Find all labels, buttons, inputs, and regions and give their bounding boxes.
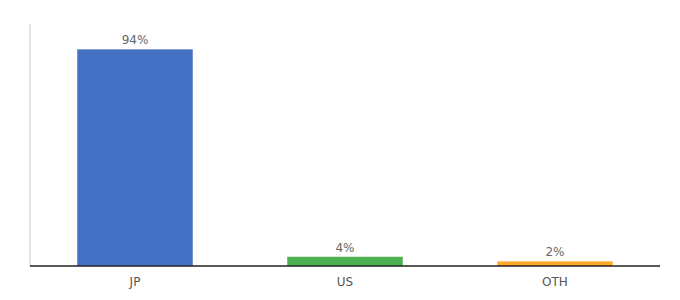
x-tick-label: US — [337, 275, 353, 289]
bars — [77, 49, 613, 266]
data-label: 2% — [545, 245, 564, 259]
x-tick-label: JP — [129, 275, 141, 289]
chart-svg: 94% 4% 2% JP US OTH — [0, 0, 680, 300]
bar — [287, 257, 403, 266]
data-label: 4% — [335, 241, 354, 255]
bar — [77, 49, 193, 266]
x-axis-line — [30, 265, 660, 267]
data-label: 94% — [122, 33, 149, 47]
y-axis-line — [30, 24, 31, 266]
x-tick-label: OTH — [542, 275, 568, 289]
chart-container: 94% 4% 2% JP US OTH — [0, 0, 680, 300]
